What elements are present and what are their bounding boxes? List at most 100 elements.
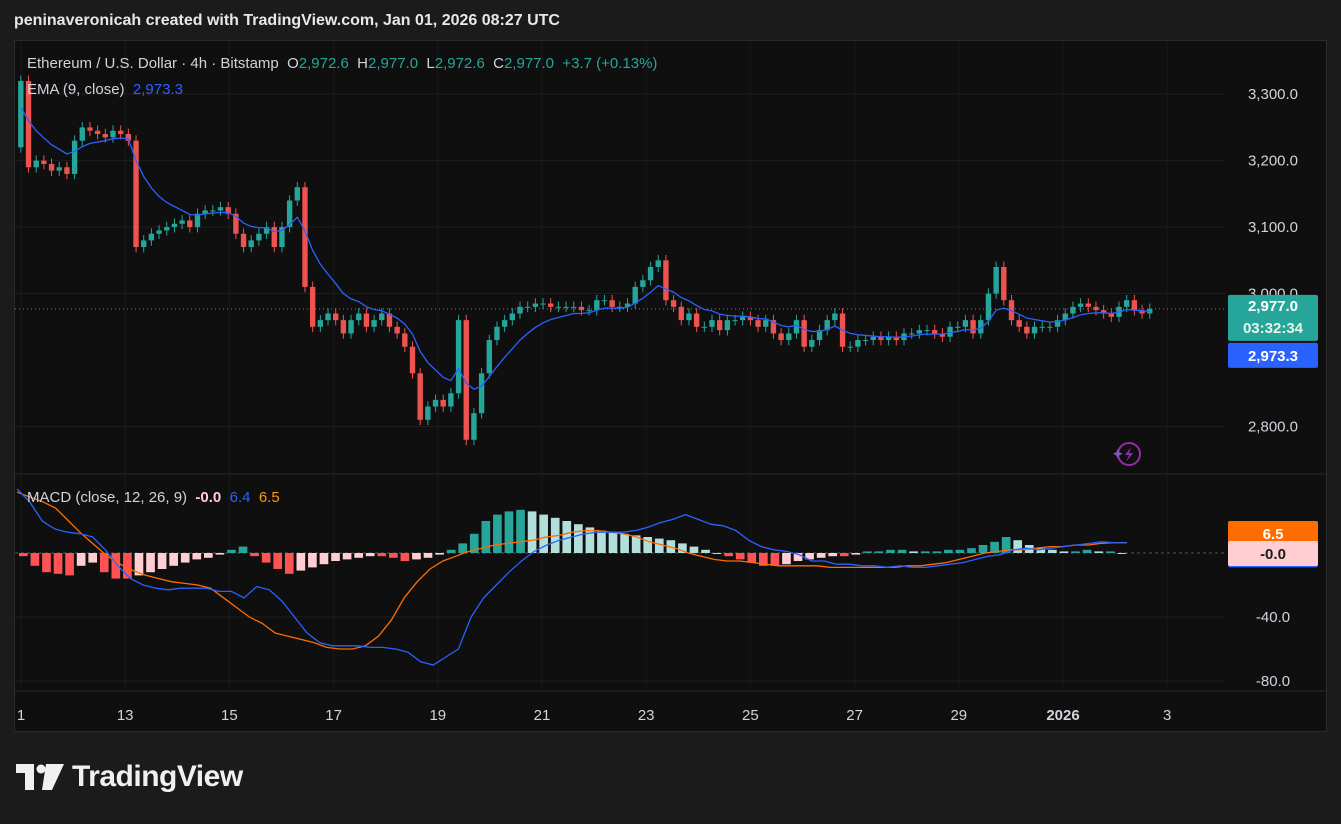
candle-body xyxy=(809,340,815,347)
macd-tick-label: -80.0 xyxy=(1256,673,1290,690)
candle-body xyxy=(755,320,761,327)
candle-body xyxy=(1139,310,1145,314)
candle-body xyxy=(41,160,47,164)
candle-body xyxy=(509,313,516,321)
candle-body xyxy=(263,227,270,234)
time-tick-label: 29 xyxy=(950,707,967,724)
macd-histogram-bar xyxy=(65,553,74,576)
macd-histogram-bar xyxy=(423,553,433,558)
macd-histogram-bar xyxy=(481,521,491,553)
candle-body xyxy=(1047,326,1053,328)
candle-body xyxy=(125,134,132,141)
signal-badge xyxy=(1228,521,1318,546)
candle-body xyxy=(210,210,216,212)
candle-body xyxy=(271,227,277,248)
candle-body xyxy=(409,346,416,374)
candle-body xyxy=(117,130,124,135)
time-tick-label: 25 xyxy=(742,707,759,724)
time-tick-label: 15 xyxy=(221,707,238,724)
ema-badge xyxy=(1228,342,1318,368)
macd-histogram-bar xyxy=(863,551,872,553)
candle-body xyxy=(87,127,93,131)
candle-body xyxy=(1054,320,1061,327)
candle-body xyxy=(670,300,677,307)
symbol-legend: Ethereum / U.S. Dollar · 4h · Bitstamp O… xyxy=(27,55,657,72)
macd-histogram-bar xyxy=(967,548,976,553)
macd-histogram-bar xyxy=(886,549,895,553)
price-badge-label: 2,977.0 xyxy=(1248,298,1298,315)
macd-histogram-bar xyxy=(192,553,202,560)
chart-svg[interactable]: 3,300.03,200.03,100.03,000.02,800.01 13 15… xyxy=(15,41,1326,731)
candle-body xyxy=(164,227,170,231)
macd-histogram-bar xyxy=(354,553,363,558)
candle-body xyxy=(732,320,738,322)
candle-body xyxy=(417,373,423,420)
candle-body xyxy=(1024,326,1030,334)
price-tick-label: 3,100.0 xyxy=(1248,219,1298,236)
candle-body xyxy=(494,326,500,341)
macd-histogram-bar xyxy=(689,546,699,553)
candle-body xyxy=(1123,300,1130,307)
macd-signal-line xyxy=(16,491,1127,650)
candle-body xyxy=(486,340,492,374)
macd-histogram-bar xyxy=(1071,551,1080,553)
countdown-badge-label: 03:32:34 xyxy=(1243,320,1304,337)
time-tick-label: 21 xyxy=(534,707,551,724)
hist-badge xyxy=(1228,541,1318,566)
candle-body xyxy=(325,313,331,321)
candle-body xyxy=(440,399,446,407)
candle-body xyxy=(701,326,708,328)
macd-histogram-bar xyxy=(319,553,329,565)
candle-body xyxy=(640,280,646,287)
candle-body xyxy=(33,160,39,168)
candle-body xyxy=(294,187,300,201)
price-tick-label: 2,800.0 xyxy=(1248,418,1298,435)
candle-body xyxy=(816,330,823,341)
macd-histogram-bar xyxy=(932,551,942,553)
macd-histogram-bar xyxy=(469,533,479,553)
candle-body xyxy=(716,320,723,331)
candle-body xyxy=(1031,326,1038,334)
candle-body xyxy=(724,320,731,331)
candle-body xyxy=(240,233,247,248)
macd-histogram-bar xyxy=(389,553,398,558)
candle-body xyxy=(601,300,608,302)
candle-body xyxy=(1085,303,1091,307)
candle-body xyxy=(916,330,923,334)
candle-body xyxy=(586,310,592,312)
macd-histogram-bar xyxy=(1082,549,1092,553)
candle-body xyxy=(770,320,777,334)
candle-body xyxy=(594,300,600,311)
candle-body xyxy=(478,373,485,414)
chart-panel[interactable]: 3,300.0 3,200.0 3,100.0 3,000.0 2,800.0 1 13 15… xyxy=(14,40,1327,732)
candle-body xyxy=(1070,306,1076,314)
symbol-name[interactable]: Ethereum / U.S. Dollar · 4h · Bitstamp xyxy=(27,55,279,72)
macd-line xyxy=(16,488,1127,666)
macd-histogram-bar xyxy=(377,553,387,557)
candle-body xyxy=(148,233,155,241)
candle-body xyxy=(48,163,55,171)
candle-body xyxy=(947,326,953,337)
macd-histogram-bar xyxy=(712,553,722,554)
macd-histogram-bar xyxy=(146,553,155,573)
candle-body xyxy=(624,303,631,307)
macd-histogram-bar xyxy=(1117,553,1127,554)
macd-histogram-bar xyxy=(204,553,213,558)
candle-body xyxy=(786,333,792,341)
macd-pane xyxy=(16,488,1127,666)
candle-body xyxy=(1039,326,1045,328)
candle-body xyxy=(317,320,324,327)
ema-label[interactable]: EMA (9, close) xyxy=(27,81,125,98)
macd-label[interactable]: MACD (close, 12, 26, 9) xyxy=(27,489,188,506)
candle-body xyxy=(348,320,354,334)
macd-histogram-bar xyxy=(816,553,826,558)
macd-histogram-bar xyxy=(331,553,340,561)
candle-body xyxy=(747,316,754,321)
tradingview-logo[interactable]: TradingView xyxy=(16,760,243,794)
time-tick-label: 23 xyxy=(638,707,655,724)
candle-body xyxy=(655,260,661,267)
candle-body xyxy=(187,220,193,228)
lightning-icon[interactable] xyxy=(1111,439,1143,471)
macd-histogram-bar xyxy=(157,553,167,569)
candle-body xyxy=(686,313,692,321)
